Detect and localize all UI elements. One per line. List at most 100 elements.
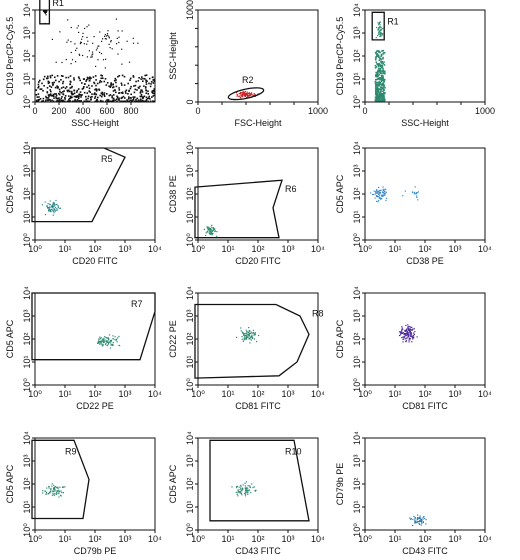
data-point	[95, 93, 98, 96]
data-point	[144, 78, 146, 80]
y-tick-label: 10¹	[22, 210, 32, 223]
y-tick-label: 10¹	[185, 500, 195, 513]
data-point	[402, 341, 404, 343]
data-point	[375, 83, 378, 86]
plot-frame	[34, 437, 156, 531]
data-cluster	[409, 514, 427, 527]
data-point	[101, 344, 104, 346]
data-point	[417, 517, 419, 519]
data-point	[408, 329, 410, 331]
y-tick-label: 10²	[22, 477, 32, 490]
data-point	[100, 337, 102, 339]
data-point	[120, 97, 123, 99]
data-point	[115, 18, 117, 20]
data-point	[249, 486, 251, 488]
data-point	[248, 337, 251, 339]
data-point	[414, 518, 416, 520]
data-point	[50, 90, 52, 93]
data-point	[380, 55, 382, 58]
data-point	[247, 485, 249, 487]
data-point	[382, 74, 384, 77]
data-point	[59, 207, 62, 209]
data-cluster	[203, 224, 218, 237]
data-point	[251, 92, 253, 94]
data-point	[102, 77, 104, 79]
data-point	[81, 88, 84, 90]
data-point	[136, 100, 139, 103]
data-point	[378, 195, 380, 198]
data-point	[382, 58, 384, 60]
data-point	[380, 92, 382, 95]
plot-panel: R6 10⁰ 10¹ 10² 10³ 10⁴ 10⁰ 10¹ 10² 10³ 10⁴ CD20 FIT…	[168, 141, 325, 266]
data-point	[128, 96, 130, 98]
data-point	[417, 199, 419, 201]
data-point	[383, 61, 385, 63]
data-point	[255, 489, 257, 491]
y-tick-label: 10⁴	[352, 286, 362, 300]
data-point	[87, 40, 89, 42]
data-point	[240, 327, 242, 329]
data-point	[85, 98, 87, 101]
data-point	[205, 234, 207, 237]
data-point	[379, 99, 381, 101]
data-point	[381, 34, 383, 36]
data-point	[46, 91, 48, 93]
data-point	[46, 487, 48, 489]
data-point	[125, 89, 128, 92]
data-point	[98, 81, 101, 84]
data-point	[247, 489, 249, 491]
data-point	[50, 210, 52, 212]
data-point	[380, 94, 382, 96]
data-point	[237, 489, 239, 491]
data-point	[408, 338, 410, 340]
data-point	[378, 190, 380, 193]
data-point	[108, 339, 110, 341]
data-point	[49, 93, 52, 95]
data-point	[39, 98, 42, 100]
data-point	[49, 208, 51, 210]
data-point	[142, 97, 144, 100]
data-point	[45, 493, 47, 495]
data-point	[383, 194, 385, 197]
data-point	[49, 99, 51, 101]
data-point	[153, 90, 156, 92]
plot-frame	[197, 147, 319, 241]
data-point	[243, 337, 245, 339]
data-point	[52, 214, 54, 216]
data-point	[246, 333, 248, 335]
data-point	[71, 96, 73, 99]
data-point	[106, 100, 109, 103]
data-point	[248, 334, 250, 336]
data-point	[410, 335, 412, 337]
data-point	[49, 200, 51, 202]
data-point	[78, 93, 81, 95]
data-point	[241, 331, 243, 333]
data-point	[251, 483, 253, 485]
data-point	[54, 204, 56, 206]
data-point	[86, 43, 88, 45]
x-tick-label: 10³	[281, 534, 294, 544]
data-point	[152, 92, 155, 94]
data-point	[238, 486, 240, 488]
data-point	[99, 100, 102, 103]
data-point	[379, 78, 381, 81]
data-point	[79, 79, 81, 82]
data-point	[95, 100, 98, 103]
data-point	[125, 92, 127, 94]
data-point	[109, 340, 112, 342]
data-cluster	[231, 481, 257, 497]
x-axis-label: FSC-Height	[234, 118, 282, 128]
data-point	[45, 14, 47, 16]
data-point	[238, 93, 240, 95]
x-tick-label: 10¹	[221, 534, 234, 544]
data-point	[52, 93, 55, 96]
data-point	[53, 488, 55, 490]
data-point	[62, 99, 64, 102]
y-axis-label: CD22 PE	[168, 320, 178, 358]
plot-panel: R1 0 200 400 600 800 10⁰ 10¹ 10² 10³ 10⁴ SSC-Height…	[5, 0, 156, 128]
data-point	[374, 100, 377, 103]
data-point	[78, 31, 80, 33]
data-point	[214, 230, 216, 232]
data-point	[418, 521, 420, 523]
data-point	[76, 47, 78, 49]
